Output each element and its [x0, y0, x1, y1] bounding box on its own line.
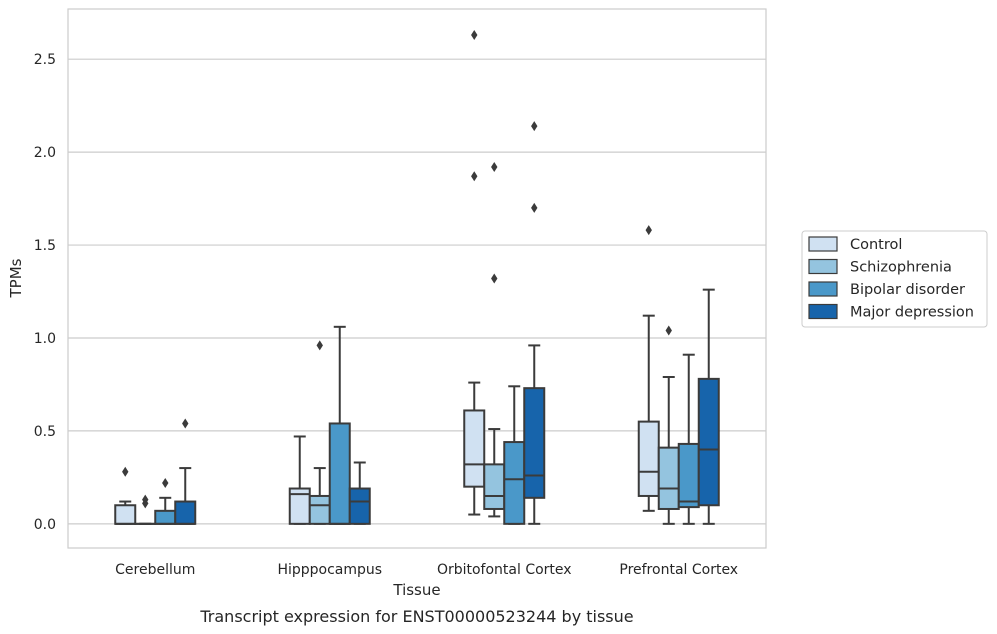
y-tick-label: 1.5 [34, 238, 56, 254]
box-body [348, 487, 371, 525]
box-control [288, 435, 311, 525]
box-body [697, 377, 720, 507]
box-schizophrenia [483, 161, 506, 518]
outlier-point [142, 494, 149, 505]
y-tick-labels: 0.0 0.5 1.0 1.5 2.0 2.5 [34, 52, 56, 533]
box-bipolar-disorder [328, 325, 351, 525]
outlier-point [162, 477, 169, 488]
x-axis-title: Tissue [392, 581, 440, 599]
box-body [503, 441, 526, 525]
box-bipolar-disorder [677, 353, 700, 525]
box-major-depression [697, 288, 720, 525]
y-axis-title: TPMs [7, 258, 25, 298]
outlier-point [122, 466, 129, 477]
box-body [483, 463, 506, 510]
box-schizophrenia [657, 325, 680, 525]
box-body [637, 420, 660, 497]
outlier-point [665, 325, 672, 336]
legend: Control Schizophrenia Bipolar disorder Majo… [801, 230, 988, 328]
box-body [328, 422, 351, 525]
outlier-point [531, 202, 538, 213]
legend-label: Bipolar disorder [850, 282, 965, 298]
x-tick-label: Hipppocampus [277, 562, 382, 578]
box-body [114, 504, 137, 525]
y-tick-label: 0.5 [34, 424, 56, 440]
box-body [463, 409, 486, 488]
legend-label: Major depression [850, 305, 974, 321]
x-tick-label: Cerebellum [115, 562, 195, 578]
x-tick-labels: Cerebellum Hipppocampus Orbitofontal Corte… [115, 562, 738, 578]
box-control [463, 30, 486, 516]
box-control [114, 466, 137, 525]
y-tick-label: 2.5 [34, 52, 56, 68]
x-tick-label: Prefrontal Cortex [619, 562, 738, 578]
figure-caption: Transcript expression for ENST0000052324… [199, 607, 633, 626]
y-tick-label: 2.0 [34, 145, 56, 161]
plot-area [114, 30, 720, 525]
box-schizophrenia [308, 340, 331, 525]
outlier-point [491, 273, 498, 284]
box-control [637, 225, 660, 512]
outlier-point [471, 30, 478, 41]
box-body [657, 446, 680, 510]
outlier-point [491, 161, 498, 172]
outlier-point [316, 340, 323, 351]
legend-frame [801, 230, 988, 328]
box-body [308, 494, 331, 525]
box-bipolar-disorder [154, 477, 177, 525]
outlier-point [471, 171, 478, 182]
legend-swatch [808, 281, 838, 297]
outlier-point [182, 418, 189, 429]
box-major-depression [523, 121, 546, 525]
box-bipolar-disorder [503, 385, 526, 525]
legend-swatch [808, 236, 838, 252]
legend-swatch [808, 258, 838, 275]
outlier-point [531, 121, 538, 132]
legend-swatch [808, 303, 838, 320]
box-body [677, 442, 700, 509]
box-major-depression [174, 418, 197, 525]
y-tick-label: 0.0 [34, 517, 56, 533]
gridlines [68, 58, 766, 525]
y-tick-label: 1.0 [34, 331, 56, 347]
outlier-point [645, 225, 652, 236]
box-schizophrenia [134, 494, 157, 525]
box-body [523, 387, 546, 499]
legend-label: Schizophrenia [850, 260, 952, 276]
box-body [154, 509, 177, 525]
x-tick-label: Orbitofontal Cortex [437, 562, 572, 578]
legend-label: Control [850, 237, 902, 253]
box-major-depression [348, 461, 371, 525]
plot-frame [67, 8, 767, 549]
box-body [174, 500, 197, 525]
